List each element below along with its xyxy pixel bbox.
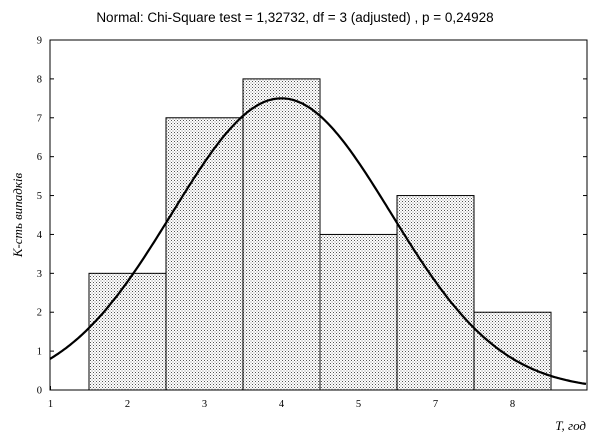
histogram-bar	[473, 311, 552, 391]
histogram-bar	[88, 272, 167, 391]
x-axis-label: T, год	[555, 418, 586, 433]
y-tick-label: 4	[37, 230, 43, 241]
plot-frame	[49, 39, 588, 391]
normal-curve	[49, 97, 587, 385]
x-tick-label: 7	[433, 399, 438, 410]
y-tick-label: 6	[37, 152, 42, 163]
chart-title: Normal: Chi-Square test = 1,32732, df = …	[96, 10, 493, 25]
histogram-bar	[319, 233, 398, 391]
y-tick-label: 8	[37, 74, 42, 85]
fitted-normal-line	[49, 97, 587, 385]
y-tick-label: 0	[37, 386, 42, 397]
y-tick-label: 5	[37, 191, 42, 202]
x-tick-label: 4	[279, 399, 285, 410]
y-tick-label: 1	[37, 347, 42, 358]
x-tick-label: 3	[202, 399, 207, 410]
y-axis-label: К-сть випадків	[10, 172, 25, 258]
histogram-bar	[242, 78, 321, 391]
histogram-bar	[396, 195, 475, 391]
x-tick-label: 8	[510, 399, 515, 410]
y-tick-label: 2	[37, 308, 42, 319]
y-tick-label: 7	[37, 113, 42, 124]
y-tick-label: 9	[37, 36, 42, 47]
x-tick-label: 1	[48, 399, 53, 410]
x-tick-label: 2	[125, 399, 130, 410]
histogram-bar	[165, 117, 244, 391]
bars	[88, 78, 552, 391]
y-tick-label: 3	[37, 269, 42, 280]
x-tick-label: 5	[356, 399, 361, 410]
